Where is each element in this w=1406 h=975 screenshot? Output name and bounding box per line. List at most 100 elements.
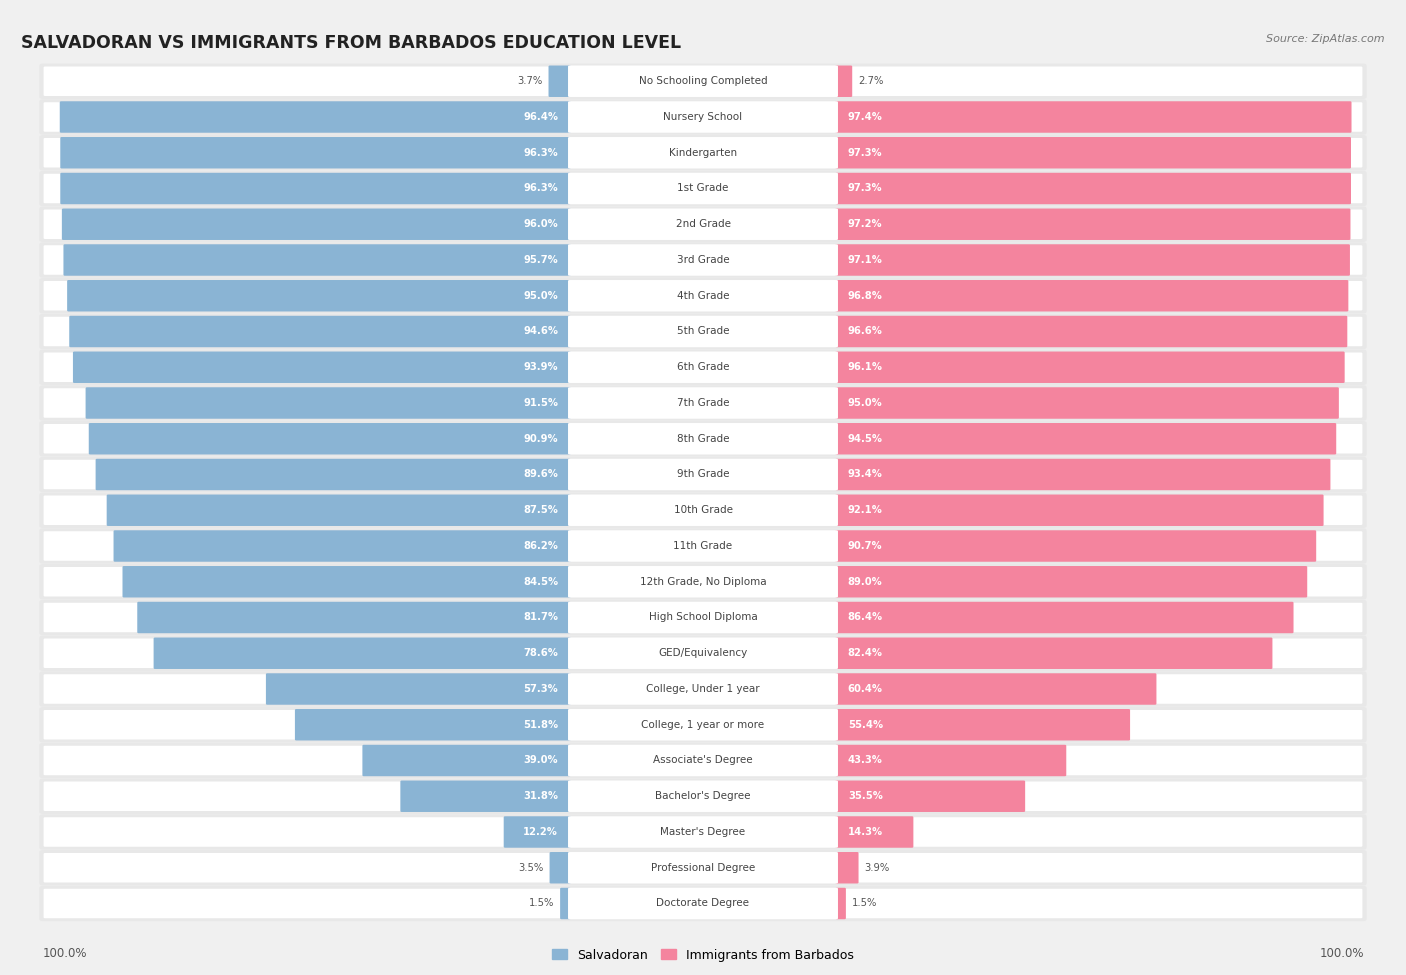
FancyBboxPatch shape (550, 852, 571, 883)
Text: 96.4%: 96.4% (523, 112, 558, 122)
FancyBboxPatch shape (39, 136, 1367, 171)
FancyBboxPatch shape (44, 495, 1362, 525)
FancyBboxPatch shape (39, 350, 1367, 385)
Text: Nursery School: Nursery School (664, 112, 742, 122)
FancyBboxPatch shape (39, 672, 1367, 707)
FancyBboxPatch shape (401, 781, 571, 812)
FancyBboxPatch shape (44, 817, 1362, 846)
FancyBboxPatch shape (568, 566, 838, 598)
Text: 6th Grade: 6th Grade (676, 363, 730, 372)
Text: 81.7%: 81.7% (523, 612, 558, 622)
Text: 96.1%: 96.1% (848, 363, 883, 372)
FancyBboxPatch shape (568, 745, 838, 776)
Text: 97.4%: 97.4% (848, 112, 883, 122)
FancyBboxPatch shape (39, 600, 1367, 635)
FancyBboxPatch shape (86, 387, 571, 418)
FancyBboxPatch shape (44, 102, 1362, 132)
FancyBboxPatch shape (835, 816, 914, 847)
Text: Professional Degree: Professional Degree (651, 863, 755, 873)
FancyBboxPatch shape (44, 66, 1362, 96)
FancyBboxPatch shape (568, 173, 838, 204)
FancyBboxPatch shape (62, 209, 571, 240)
Text: 91.5%: 91.5% (523, 398, 558, 408)
FancyBboxPatch shape (44, 353, 1362, 382)
FancyBboxPatch shape (39, 171, 1367, 206)
FancyBboxPatch shape (39, 385, 1367, 420)
FancyBboxPatch shape (568, 352, 838, 383)
Text: 3rd Grade: 3rd Grade (676, 255, 730, 265)
FancyBboxPatch shape (39, 457, 1367, 492)
FancyBboxPatch shape (835, 459, 1330, 490)
FancyBboxPatch shape (39, 886, 1367, 921)
Text: 55.4%: 55.4% (848, 720, 883, 729)
Text: No Schooling Completed: No Schooling Completed (638, 76, 768, 86)
Text: 92.1%: 92.1% (848, 505, 883, 515)
FancyBboxPatch shape (568, 709, 838, 740)
FancyBboxPatch shape (568, 674, 838, 705)
Text: 8th Grade: 8th Grade (676, 434, 730, 444)
FancyBboxPatch shape (44, 246, 1362, 275)
FancyBboxPatch shape (835, 709, 1130, 740)
FancyBboxPatch shape (39, 421, 1367, 456)
FancyBboxPatch shape (568, 638, 838, 669)
Text: 94.5%: 94.5% (848, 434, 883, 444)
Text: 96.0%: 96.0% (523, 219, 558, 229)
FancyBboxPatch shape (63, 245, 571, 276)
Text: SALVADORAN VS IMMIGRANTS FROM BARBADOS EDUCATION LEVEL: SALVADORAN VS IMMIGRANTS FROM BARBADOS E… (21, 34, 682, 52)
FancyBboxPatch shape (39, 779, 1367, 814)
Text: 95.7%: 95.7% (523, 255, 558, 265)
FancyBboxPatch shape (835, 745, 1066, 776)
FancyBboxPatch shape (568, 316, 838, 347)
Text: College, 1 year or more: College, 1 year or more (641, 720, 765, 729)
Text: 87.5%: 87.5% (523, 505, 558, 515)
Text: 3.5%: 3.5% (519, 863, 544, 873)
Text: 12th Grade, No Diploma: 12th Grade, No Diploma (640, 577, 766, 587)
FancyBboxPatch shape (835, 387, 1339, 418)
FancyBboxPatch shape (835, 316, 1347, 347)
FancyBboxPatch shape (96, 459, 571, 490)
Text: Bachelor's Degree: Bachelor's Degree (655, 792, 751, 801)
FancyBboxPatch shape (568, 530, 838, 562)
FancyBboxPatch shape (835, 65, 852, 97)
Text: 86.2%: 86.2% (523, 541, 558, 551)
Text: GED/Equivalency: GED/Equivalency (658, 648, 748, 658)
Text: 10th Grade: 10th Grade (673, 505, 733, 515)
Text: 86.4%: 86.4% (848, 612, 883, 622)
Text: 35.5%: 35.5% (848, 792, 883, 801)
FancyBboxPatch shape (835, 566, 1308, 598)
Text: 100.0%: 100.0% (42, 947, 87, 960)
FancyBboxPatch shape (568, 494, 838, 526)
FancyBboxPatch shape (44, 388, 1362, 417)
Text: 97.1%: 97.1% (848, 255, 883, 265)
Text: 90.7%: 90.7% (848, 541, 883, 551)
FancyBboxPatch shape (39, 528, 1367, 564)
Text: 51.8%: 51.8% (523, 720, 558, 729)
Text: 100.0%: 100.0% (1319, 947, 1364, 960)
Text: 11th Grade: 11th Grade (673, 541, 733, 551)
FancyBboxPatch shape (44, 603, 1362, 632)
FancyBboxPatch shape (39, 636, 1367, 671)
Text: 1st Grade: 1st Grade (678, 183, 728, 193)
Text: 3.7%: 3.7% (517, 76, 543, 86)
FancyBboxPatch shape (39, 314, 1367, 349)
Legend: Salvadoran, Immigrants from Barbados: Salvadoran, Immigrants from Barbados (547, 944, 859, 967)
Text: 60.4%: 60.4% (848, 684, 883, 694)
FancyBboxPatch shape (44, 138, 1362, 168)
FancyBboxPatch shape (39, 63, 1367, 98)
FancyBboxPatch shape (835, 137, 1351, 169)
FancyBboxPatch shape (114, 530, 571, 562)
Text: 78.6%: 78.6% (523, 648, 558, 658)
Text: 4th Grade: 4th Grade (676, 291, 730, 300)
FancyBboxPatch shape (548, 65, 571, 97)
Text: 43.3%: 43.3% (848, 756, 883, 765)
FancyBboxPatch shape (44, 853, 1362, 882)
Text: 12.2%: 12.2% (523, 827, 558, 837)
Text: High School Diploma: High School Diploma (648, 612, 758, 622)
FancyBboxPatch shape (44, 174, 1362, 203)
FancyBboxPatch shape (568, 65, 838, 97)
FancyBboxPatch shape (44, 746, 1362, 775)
FancyBboxPatch shape (39, 278, 1367, 313)
Text: 90.9%: 90.9% (523, 434, 558, 444)
Text: 5th Grade: 5th Grade (676, 327, 730, 336)
FancyBboxPatch shape (568, 387, 838, 418)
